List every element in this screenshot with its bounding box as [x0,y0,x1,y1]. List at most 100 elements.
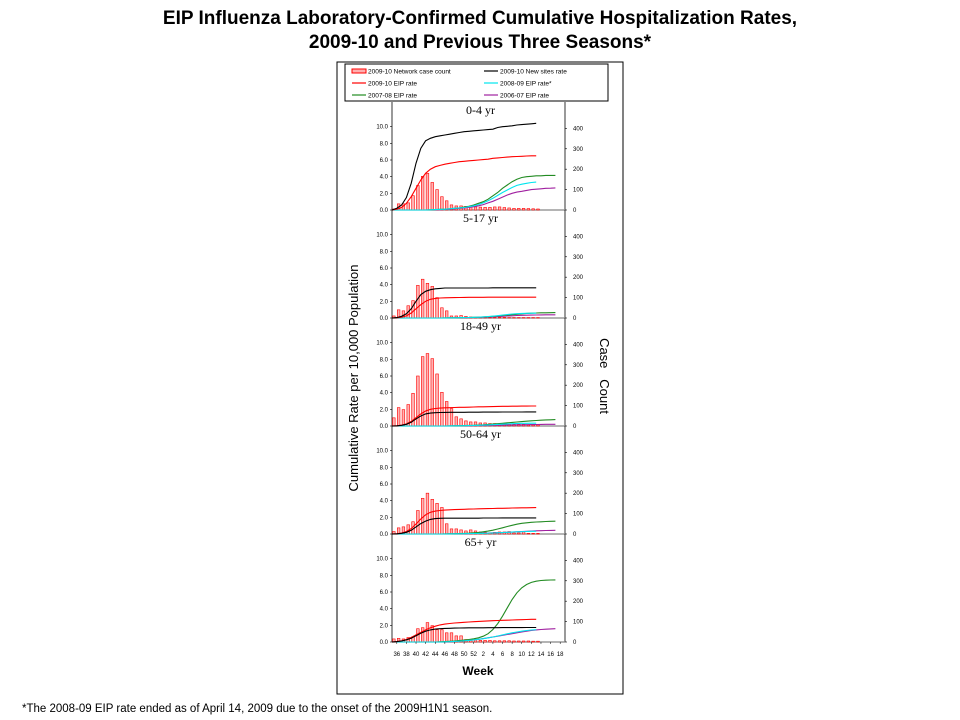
y-right-tick-label: 200 [573,491,584,497]
y-tick-label: 4.0 [380,499,389,505]
case-count-bar [445,523,449,535]
case-count-bar [459,635,463,643]
y-tick-label: 0.0 [380,424,389,430]
case-count-bar [526,533,530,535]
series-line-eip-2008 [392,530,537,535]
case-count-bar [502,207,506,211]
x-tick-label: 6 [501,652,505,658]
case-count-bar [517,208,521,211]
case-count-bar [512,532,516,535]
y-right-tick-label: 200 [573,167,584,173]
case-count-bar [531,208,535,211]
case-count-bar [536,533,540,535]
y-tick-label: 4.0 [380,391,389,397]
case-count-bar [497,640,502,643]
case-count-bar [526,640,530,643]
x-tick-label: 48 [451,652,458,658]
case-count-bar [425,172,430,211]
x-tick-label: 44 [432,652,439,658]
panel-label: 65+ yr [465,535,497,549]
y-tick-label: 2.0 [380,299,389,305]
case-count-bar [473,206,478,211]
legend: 2009-10 Network case count 2009-10 New si… [344,63,609,102]
x-tick-label: 4 [491,652,495,658]
series-line-new-sites [391,517,537,535]
chart-frame [336,61,624,695]
series-line-new-sites [391,287,537,319]
legend-swatch-bar [351,68,367,74]
case-count-bar [440,507,444,535]
case-count-bar [502,317,506,319]
x-tick-label: 46 [442,652,449,658]
y-tick-label: 8.0 [380,249,389,255]
y-tick-label: 0.0 [380,208,389,214]
y-right-tick-label: 100 [573,512,584,518]
series-line-new-sites [391,411,537,427]
y-right-tick-label: 100 [573,620,584,626]
case-count-bar [430,286,434,319]
y-tick-label: 10.0 [376,557,388,563]
case-count-bar [488,207,492,211]
panel-label: 5-17 yr [463,211,498,225]
x-tick-label: 10 [518,652,525,658]
case-count-bar [401,409,406,427]
x-tick-label: 52 [470,652,477,658]
y-right-tick-label: 100 [573,188,584,194]
series-line-eip-2009 [391,155,537,211]
x-tick-label: 40 [413,652,420,658]
case-count-bar [421,278,425,319]
y-tick-label: 2.0 [380,515,389,521]
case-count-bar [536,424,540,427]
case-count-bar [440,392,444,427]
y-tick-label: 6.0 [380,482,389,488]
x-tick-label: 36 [393,652,400,658]
series-line-eip-2009 [391,405,537,427]
y-right-tick-label: 200 [573,383,584,389]
series-line-new-sites [391,122,537,211]
case-count-bar [459,418,463,427]
case-count-bar [531,640,535,643]
case-count-bar [445,401,449,427]
legend-label: 2009-10 EIP rate [368,80,417,87]
case-count-bar [430,499,434,535]
case-count-bar [430,358,434,427]
y-tick-label: 6.0 [380,158,389,164]
case-count-bar [449,528,454,535]
series-line-eip-2008 [392,312,537,319]
x-axis-title: Week [462,664,493,678]
case-count-bar [430,625,434,643]
case-count-bar [483,640,487,643]
case-count-bar [507,207,511,211]
panel-label: 18-49 yr [460,319,501,333]
y-right-tick-label: 300 [573,579,584,585]
case-count-bar [497,206,502,211]
x-tick-label: 18 [557,652,564,658]
y-tick-label: 10.0 [376,233,388,239]
y-right-tick-label: 300 [573,255,584,261]
y-tick-label: 8.0 [380,465,389,471]
case-count-bar [440,196,444,211]
y-tick-label: 10.0 [376,341,388,347]
legend-label: 2007-08 EIP rate [368,92,417,99]
chart-title-line-1: EIP Influenza Laboratory-Confirmed Cumul… [162,8,798,29]
y-tick-label: 2.0 [380,623,389,629]
panel-0-4-yr: 0.0 2.0 4.0 6.0 8.0 10.0 0 100 200 300 400 0-4 yr [376,102,584,214]
series-line-eip-2009 [391,507,537,535]
case-count-bar [430,182,434,211]
legend-label: 2009-10 New sites rate [500,68,567,75]
y-tick-label: 6.0 [380,266,389,272]
y-tick-label: 6.0 [380,590,389,596]
legend-label: 2009-10 Network case count [368,68,451,75]
x-tick-label: 12 [528,652,535,658]
case-count-bar [536,640,540,643]
case-count-bar [493,206,497,211]
y-tick-label: 8.0 [380,141,389,147]
case-count-bar [502,640,506,643]
x-tick-label: 14 [538,652,545,658]
case-count-bar [440,629,444,643]
case-count-bar [425,622,430,643]
y-right-tick-label: 400 [573,558,584,564]
y-tick-label: 0.0 [380,316,389,322]
case-count-bar [507,640,511,643]
